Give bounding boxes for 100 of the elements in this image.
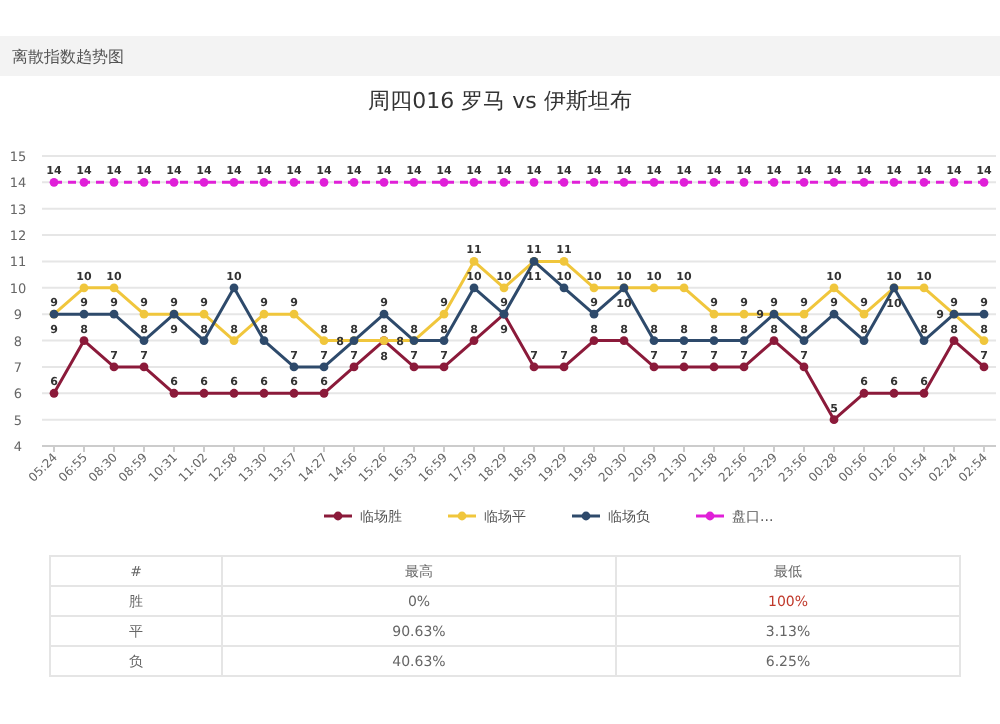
point [829,177,839,187]
point [559,362,569,372]
point [319,362,329,372]
point [949,336,959,345]
point [109,177,119,187]
point [499,177,509,187]
point [139,362,149,372]
point [379,177,389,187]
point [679,362,689,372]
point [229,177,239,187]
point [799,362,809,372]
point [259,336,269,345]
point [829,415,839,425]
point [679,336,689,345]
point [559,177,569,187]
point [919,388,929,398]
point [229,283,239,293]
chart-title: 周四016 罗马 vs 伊斯坦布 [368,88,632,114]
point [709,177,719,187]
point [649,336,659,345]
point [859,388,869,398]
point [439,177,449,187]
point [829,283,839,293]
point [529,177,539,187]
point [559,257,569,266]
point [859,177,869,187]
point [349,177,359,187]
point [949,177,959,187]
point [469,177,479,187]
point [439,362,449,372]
point [439,336,449,345]
point [919,283,929,293]
point [199,177,209,187]
point [169,388,179,398]
point [409,177,419,187]
point [979,309,989,319]
point [109,283,119,293]
point [919,177,929,187]
point [259,177,269,187]
point [499,283,509,293]
point [589,309,599,319]
point [229,336,239,345]
point [679,283,689,293]
point [709,336,719,345]
point [799,177,809,187]
point [469,283,479,293]
point [709,309,719,319]
point [199,388,209,398]
point [409,362,419,372]
point [79,309,89,319]
point [799,309,809,319]
point [739,336,749,345]
point [49,388,59,398]
point [859,336,869,345]
point [109,362,119,372]
point [529,362,539,372]
point [739,362,749,372]
chart-subtitle: 离散指数趋势图 [12,48,124,66]
point [979,362,989,372]
point [259,388,269,398]
point [319,177,329,187]
point [829,309,839,319]
point [649,177,659,187]
point [289,309,299,319]
point [739,177,749,187]
point [799,336,809,345]
point [709,362,719,372]
point [919,336,929,345]
point [319,388,329,398]
point [109,309,119,319]
point [79,283,89,293]
point [229,388,239,398]
point [289,388,299,398]
point [199,336,209,345]
point [139,177,149,187]
point [49,177,59,187]
point [379,309,389,319]
point [619,336,629,345]
point [349,362,359,372]
point [619,177,629,187]
point [649,283,659,293]
point [739,309,749,319]
point [139,336,149,345]
point [589,336,599,345]
point [319,336,329,345]
point [469,336,479,345]
point [439,309,449,319]
point [979,177,989,187]
point [259,309,269,319]
point [79,336,89,345]
point [139,309,149,319]
point [169,177,179,187]
point [979,336,989,345]
point [469,257,479,266]
point [769,336,779,345]
point [859,309,869,319]
point [889,388,899,398]
point [79,177,89,187]
point [769,177,779,187]
point [559,283,569,293]
